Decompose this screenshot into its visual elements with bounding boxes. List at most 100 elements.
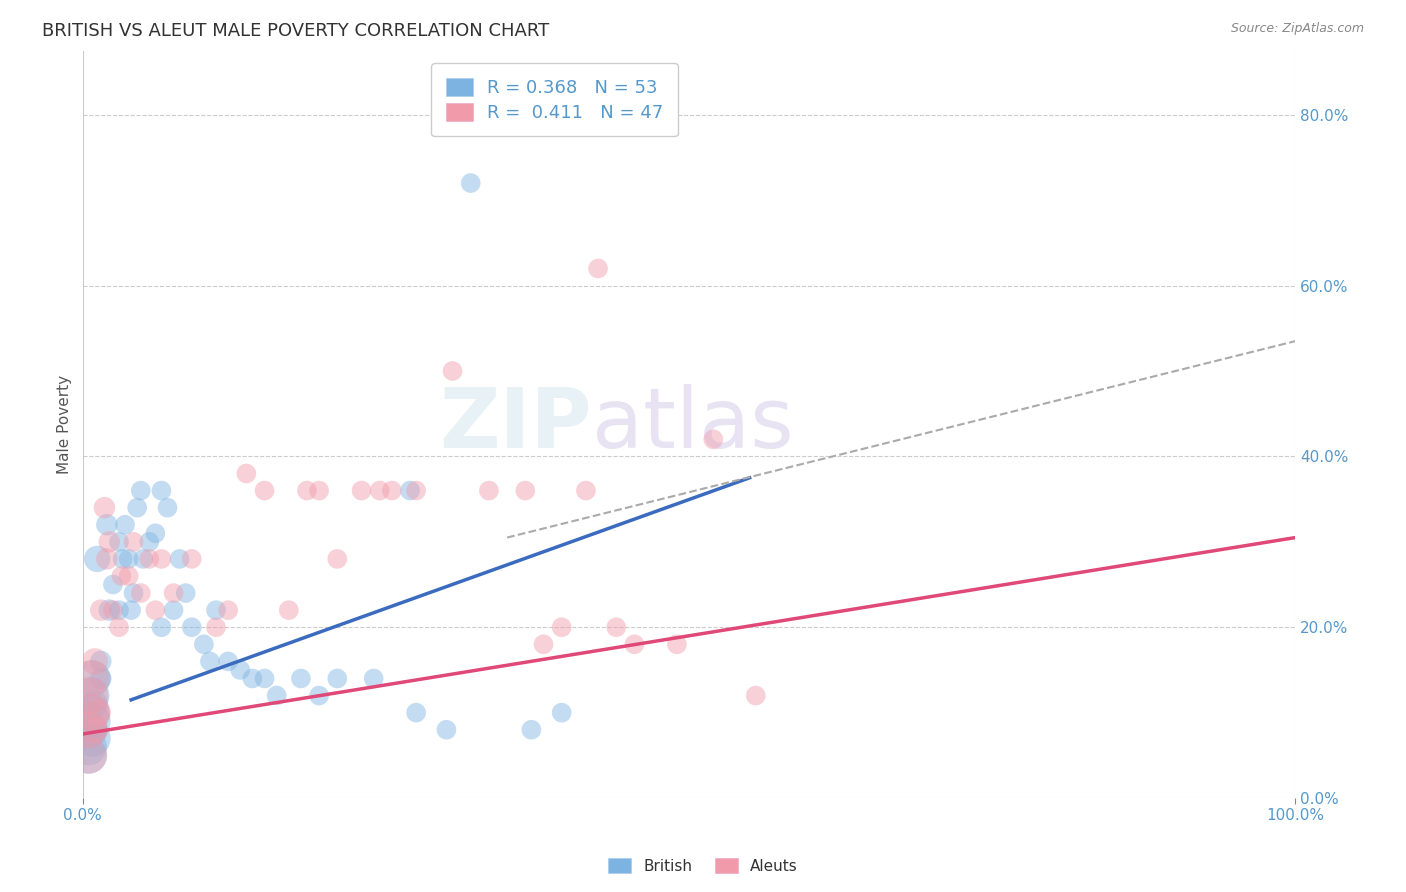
Point <box>77 748 100 763</box>
Point <box>533 637 555 651</box>
Point <box>520 723 543 737</box>
Point <box>253 483 276 498</box>
Point <box>665 637 688 651</box>
Point <box>83 697 105 711</box>
Point <box>129 483 152 498</box>
Point <box>405 706 427 720</box>
Point <box>122 534 145 549</box>
Point <box>478 483 501 498</box>
Point <box>550 620 572 634</box>
Point <box>80 672 103 686</box>
Point <box>242 672 264 686</box>
Point <box>118 552 141 566</box>
Point <box>138 552 160 566</box>
Point <box>114 517 136 532</box>
Point <box>515 483 537 498</box>
Point <box>235 467 257 481</box>
Point <box>368 483 391 498</box>
Point <box>108 534 131 549</box>
Point <box>96 552 118 566</box>
Point <box>101 577 124 591</box>
Point <box>86 706 108 720</box>
Point <box>79 689 101 703</box>
Point <box>122 586 145 600</box>
Point <box>77 748 100 763</box>
Text: Source: ZipAtlas.com: Source: ZipAtlas.com <box>1230 22 1364 36</box>
Point <box>308 483 330 498</box>
Point <box>108 603 131 617</box>
Point <box>77 723 100 737</box>
Point <box>77 739 100 754</box>
Point <box>193 637 215 651</box>
Legend: British, Aleuts: British, Aleuts <box>602 852 804 880</box>
Point <box>198 654 221 668</box>
Point <box>229 663 252 677</box>
Point <box>363 672 385 686</box>
Point <box>605 620 627 634</box>
Text: ZIP: ZIP <box>440 384 592 465</box>
Point <box>205 620 228 634</box>
Point <box>86 552 108 566</box>
Point <box>129 586 152 600</box>
Point <box>101 603 124 617</box>
Point <box>93 500 115 515</box>
Point <box>90 672 112 686</box>
Point <box>399 483 422 498</box>
Point <box>77 723 100 737</box>
Point <box>180 552 202 566</box>
Point <box>150 483 173 498</box>
Text: atlas: atlas <box>592 384 794 465</box>
Point <box>120 603 142 617</box>
Point <box>145 526 167 541</box>
Point <box>138 534 160 549</box>
Point <box>253 672 276 686</box>
Point <box>98 603 121 617</box>
Point <box>108 620 131 634</box>
Point <box>174 586 197 600</box>
Point <box>110 569 132 583</box>
Point <box>132 552 155 566</box>
Point <box>266 689 288 703</box>
Point <box>83 723 105 737</box>
Point <box>277 603 299 617</box>
Point <box>111 552 134 566</box>
Point <box>169 552 191 566</box>
Point <box>290 672 312 686</box>
Point <box>162 603 184 617</box>
Point <box>295 483 318 498</box>
Point <box>82 731 104 746</box>
Point <box>441 364 464 378</box>
Point <box>460 176 482 190</box>
Point <box>326 552 349 566</box>
Point <box>180 620 202 634</box>
Point <box>381 483 404 498</box>
Point <box>205 603 228 617</box>
Legend: R = 0.368   N = 53, R =  0.411   N = 47: R = 0.368 N = 53, R = 0.411 N = 47 <box>432 63 678 136</box>
Point <box>436 723 458 737</box>
Point <box>308 689 330 703</box>
Point <box>80 689 103 703</box>
Point <box>98 534 121 549</box>
Point <box>83 723 105 737</box>
Point <box>623 637 645 651</box>
Point <box>82 706 104 720</box>
Point <box>145 603 167 617</box>
Point <box>217 654 239 668</box>
Point <box>217 603 239 617</box>
Point <box>80 706 103 720</box>
Point <box>745 689 768 703</box>
Point <box>118 569 141 583</box>
Point <box>326 672 349 686</box>
Point <box>586 261 609 276</box>
Point <box>156 500 179 515</box>
Point <box>82 672 104 686</box>
Point <box>150 620 173 634</box>
Text: BRITISH VS ALEUT MALE POVERTY CORRELATION CHART: BRITISH VS ALEUT MALE POVERTY CORRELATIO… <box>42 22 550 40</box>
Point <box>575 483 598 498</box>
Point <box>350 483 373 498</box>
Point <box>90 654 112 668</box>
Point <box>150 552 173 566</box>
Point <box>127 500 149 515</box>
Point <box>702 433 724 447</box>
Point <box>82 714 104 729</box>
